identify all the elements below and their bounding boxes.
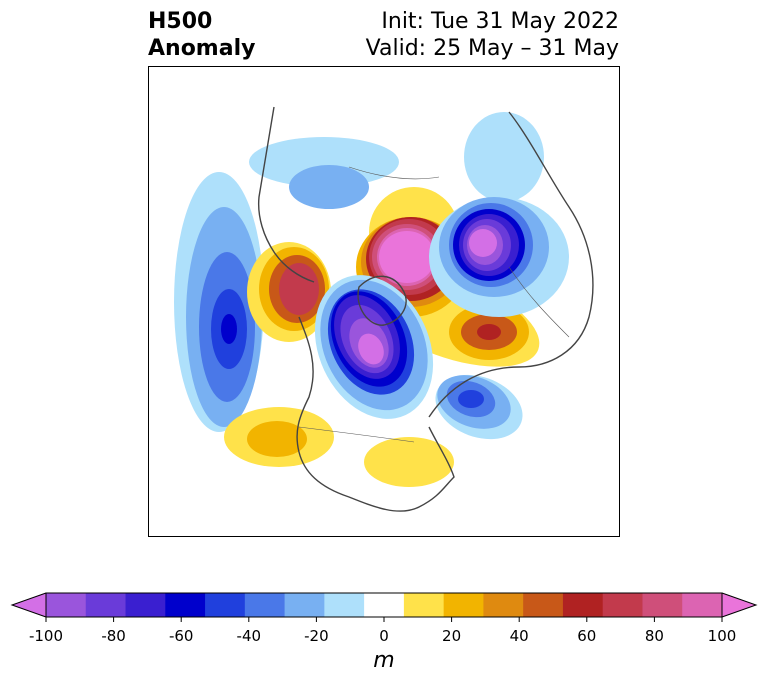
colorbar-cell — [443, 593, 484, 617]
colorbar-tick-label: -40 — [236, 627, 262, 645]
coastline-layer — [257, 106, 594, 512]
anomaly-north-band-negative-2 — [289, 165, 369, 209]
valid-time-label: Valid: 25 May – 31 May — [365, 36, 619, 61]
colorbar-cell — [244, 593, 286, 617]
colorbar-cell — [642, 593, 683, 617]
anomaly-alaska-negative-core — [358, 333, 384, 365]
colorbar-left-outline — [10, 592, 47, 618]
coastline-greenland — [357, 275, 407, 326]
colorbar-cell — [46, 593, 87, 617]
colorbar-tick-marks — [45, 617, 723, 622]
anomaly-us-east-positive — [364, 437, 454, 487]
colorbar-cell — [324, 593, 365, 617]
map-time-info: Init: Tue 31 May 2022 Valid: 25 May – 31… — [366, 8, 619, 62]
colorbar — [10, 592, 758, 622]
colorbar-cell — [364, 593, 405, 617]
anomaly-arctic-positive-core — [379, 231, 435, 283]
boundary-europe — [508, 266, 570, 338]
anomaly-n-atlantic-negative-core — [458, 390, 484, 408]
coastline-asia-east — [257, 106, 315, 283]
colorbar-cell — [562, 593, 604, 617]
colorbar-right-extend — [722, 593, 756, 617]
boundary-asia — [348, 166, 440, 180]
colorbar-right-outline — [721, 592, 758, 618]
colorbar-cell — [682, 593, 723, 617]
coastline-eurasia — [428, 111, 594, 418]
anomaly-upper-right-negative — [464, 112, 544, 202]
political-boundaries-layer — [298, 166, 570, 443]
colorbar-cell — [523, 593, 564, 617]
colorbar-tick-label: 0 — [379, 627, 389, 645]
colorbar-cell — [602, 593, 643, 617]
map-title: H500 Anomaly — [148, 8, 255, 62]
colorbar-tick-label: -100 — [28, 627, 64, 645]
colorbar-cell — [125, 593, 166, 617]
boundary-us-canada — [298, 426, 415, 443]
colorbar-cell — [483, 593, 524, 617]
colorbar-tick-label: -20 — [304, 627, 329, 645]
colorbar-cell — [85, 593, 127, 617]
colorbar-tick-label: -60 — [168, 627, 194, 645]
colorbar-left-extend — [12, 593, 46, 617]
colorbar-tick-label: 80 — [644, 627, 664, 645]
colorbar-tick-label: 40 — [509, 627, 529, 645]
anomaly-siberia-negative-core — [469, 229, 497, 257]
colorbar-cell — [403, 593, 445, 617]
colorbar-cell — [284, 593, 325, 617]
anomaly-east-asia-positive-4 — [279, 263, 319, 315]
title-line-1: H500 — [148, 9, 213, 34]
coastline-north-america — [296, 316, 455, 512]
anomaly-w-europe-positive-core — [477, 324, 501, 340]
title-line-2: Anomaly — [148, 36, 256, 61]
colorbar-cell — [205, 593, 246, 617]
init-time-label: Init: Tue 31 May 2022 — [381, 9, 619, 34]
anomaly-ne-pacific-negative-5 — [221, 314, 237, 344]
colorbar-tick-label: 20 — [442, 627, 462, 645]
colorbar-tick-label: -80 — [101, 627, 126, 645]
anomaly-e-pacific-positive-2 — [247, 421, 307, 457]
anomaly-map — [148, 66, 620, 537]
colorbar-tick-label: 60 — [577, 627, 597, 645]
colorbar-unit-label: m — [373, 648, 395, 673]
colorbar-tick-label: 100 — [707, 627, 737, 645]
anomaly-map-canvas — [174, 106, 594, 512]
anomaly-fill-layer — [174, 112, 569, 487]
colorbar-cells — [46, 593, 723, 617]
colorbar-cell — [165, 593, 206, 617]
